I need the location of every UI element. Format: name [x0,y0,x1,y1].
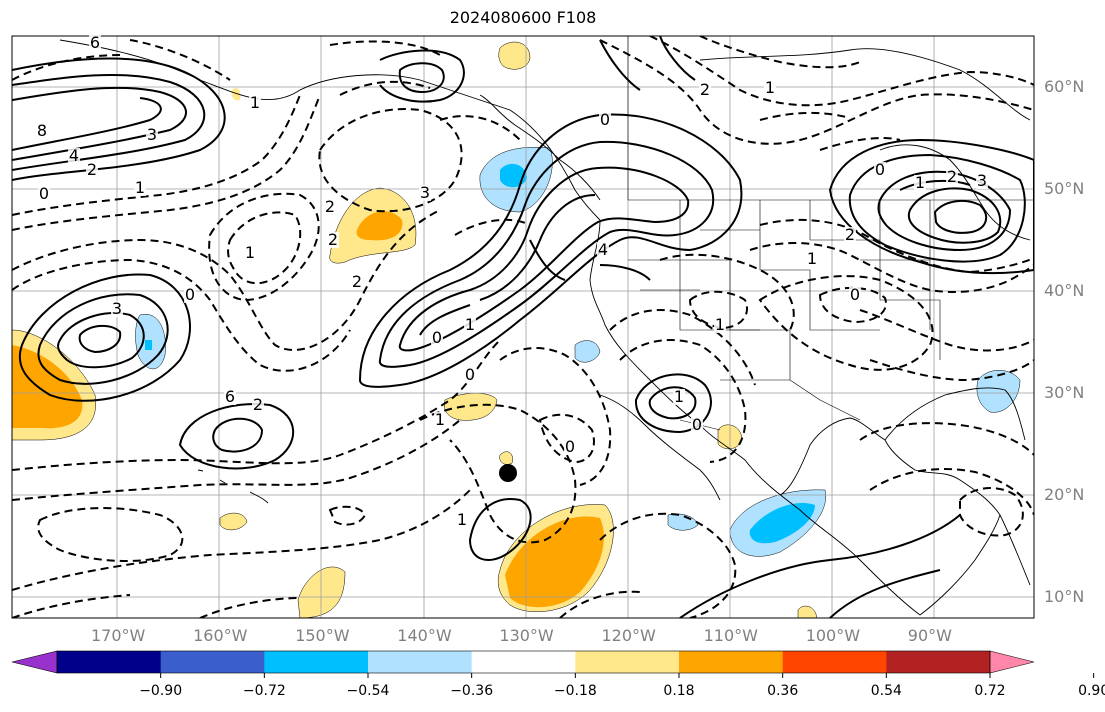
graticule-grid [12,36,1034,618]
contour-label: 2 [947,167,957,186]
colorbar-segment [57,651,162,673]
colorbar-segment [264,651,369,673]
lon-tick-label: 150°W [295,626,350,645]
colorbar-segment [368,651,473,673]
contour-label: 0 [692,415,702,434]
colorbar-tick-label: 0.36 [767,683,799,699]
lon-tick-label: 140°W [397,626,452,645]
colorbar-segment [575,651,680,673]
colorbar-extend-min [11,650,58,674]
contour-label: 1 [245,243,255,262]
lon-tick-label: 110°W [703,626,758,645]
storm-center-dot[interactable] [499,464,517,482]
lat-tick-label: 30°N [1044,383,1085,402]
lat-tick-label: 60°N [1044,77,1085,96]
contour-label: 1 [915,173,925,192]
plot-frame [11,35,1035,619]
colorbar-segment [471,651,576,673]
colorbar-segment [679,651,784,673]
contour-label: 1 [250,93,260,112]
contour-label: 0 [39,184,49,203]
lon-tick-label: 100°W [805,626,861,645]
contour-label: 0 [565,437,575,456]
lon-tick-label: 120°W [601,626,656,645]
contour-label: 1 [674,387,684,406]
contour-label: 2 [352,272,362,291]
contour-label: 2 [328,230,338,249]
political-borders [627,36,1034,431]
contour-label: 8 [37,121,47,140]
contour-label: 0 [875,160,885,179]
colorbar-tick-label: −0.54 [346,683,390,699]
colorbar-tick-label: −0.90 [139,683,183,699]
contour-label: 3 [977,171,987,190]
lon-tick-label: 170°W [91,626,146,645]
colorbar-segment [886,651,991,673]
contour-label: 1 [765,78,775,97]
contour-label: 3 [420,183,430,202]
colorbar-segment [782,651,887,673]
colorbar [11,650,1095,678]
colorbar-tick-label: 0.90 [1078,683,1105,699]
contour-label: 3 [112,299,122,318]
lon-tick-label: 160°W [193,626,248,645]
contour-label: 1 [715,315,725,334]
colorbar-extend-max [989,650,1035,674]
contour-label: 2 [700,80,710,99]
contour-label: 1 [465,315,475,334]
contour-label: 2 [87,160,97,179]
contour-label: 1 [807,249,817,268]
contour-label: 1 [457,510,467,529]
contour-label: 1 [135,178,145,197]
contour-label: 4 [69,146,79,165]
lat-tick-label: 20°N [1044,485,1085,504]
contour-label: 3 [147,125,157,144]
lat-tick-label: 40°N [1044,281,1085,300]
colorbar-tick-label: 0.54 [870,683,902,699]
contour-label: 4 [598,240,608,259]
contour-label: 2 [845,225,855,244]
colorbar-tick-label: 0.18 [663,683,695,699]
contour-label: 0 [185,285,195,304]
contour-label: 0 [600,110,610,129]
map-title: 2024080600 F108 [449,8,597,27]
lon-tick-label: 90°W [907,626,952,645]
dashed-contours [12,36,1034,618]
colorbar-tick-label: 0.72 [974,683,1006,699]
contour-label: 0 [432,328,442,347]
lon-tick-label: 130°W [499,626,554,645]
contour-label: 6 [90,33,100,52]
contour-label: 6 [225,387,235,406]
contour-label: 0 [465,365,475,384]
lat-tick-label: 10°N [1044,587,1085,606]
contour-label: 1 [435,410,445,429]
lat-tick-label: 50°N [1044,179,1085,198]
colorbar-tick-label: −0.36 [450,683,494,699]
colorbar-tick-label: −0.18 [553,683,597,699]
contour-label: 0 [850,285,860,304]
solid-contours [12,36,1034,618]
colorbar-tick-label: −0.72 [242,683,286,699]
contour-label: 2 [325,197,335,216]
colorbar-segment [160,651,265,673]
contour-label: 2 [253,395,263,414]
